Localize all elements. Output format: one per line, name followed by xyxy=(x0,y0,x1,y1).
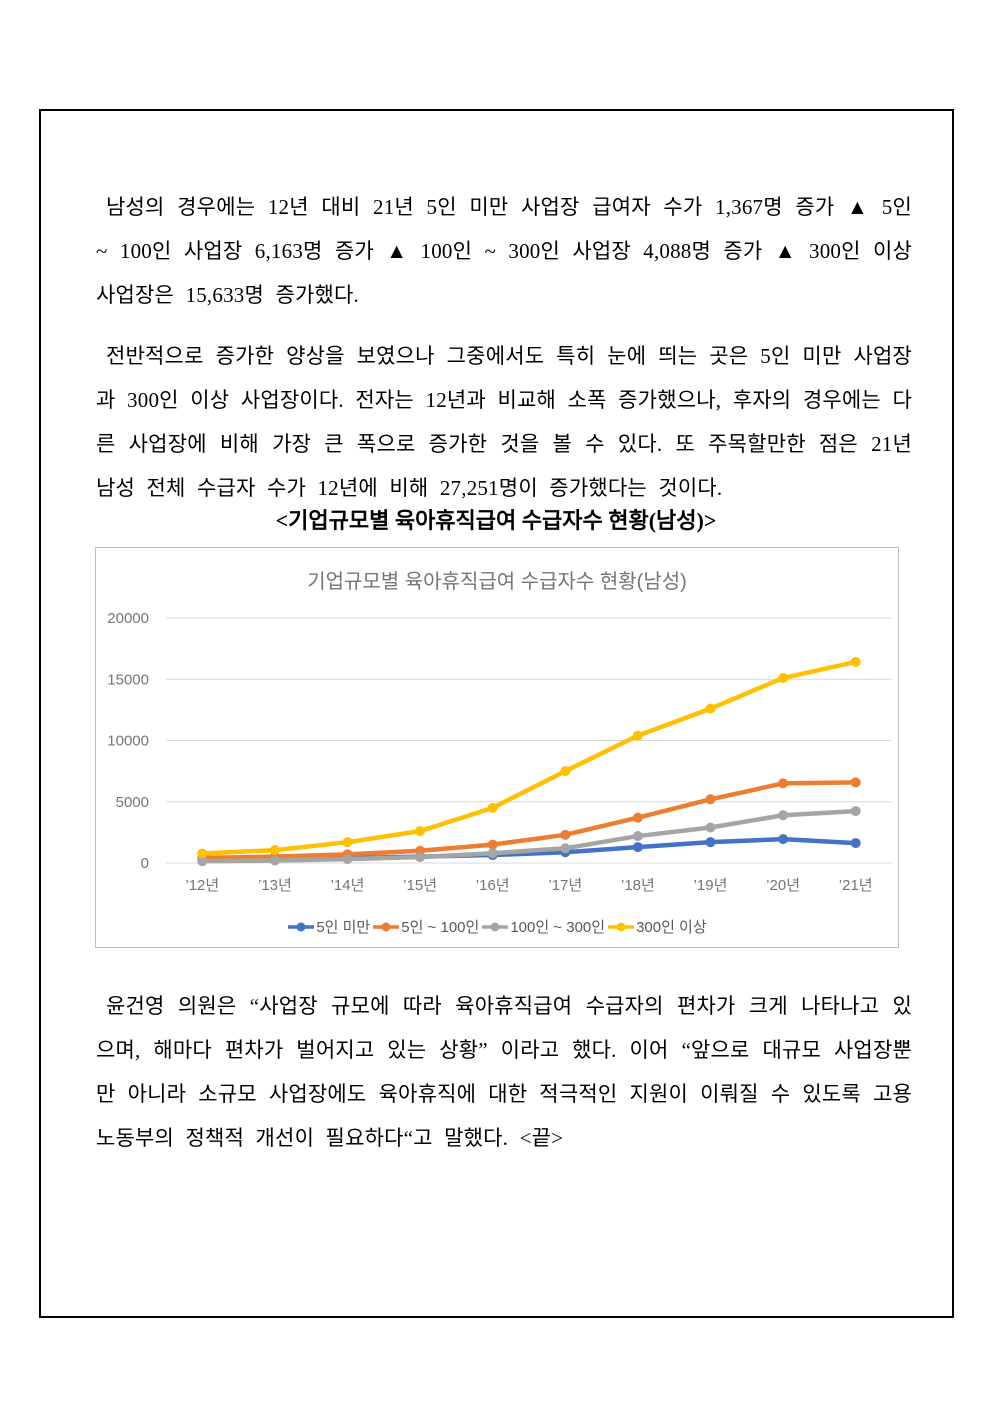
legend-item: 100인 ~ 300인 xyxy=(481,916,605,937)
y-axis-tick-label: 0 xyxy=(141,855,149,872)
data-point-marker xyxy=(632,730,643,741)
data-point-marker xyxy=(778,778,789,789)
paragraph-lawmaker-quote: 윤건영 의원은 “사업장 규모에 따라 육아휴직급여 수급자의 편차가 크게 나… xyxy=(96,994,912,1150)
data-point-marker xyxy=(850,656,861,667)
data-point-marker xyxy=(197,856,208,867)
data-point-marker xyxy=(705,822,716,833)
data-point-marker xyxy=(269,855,280,866)
y-axis-tick-label: 15000 xyxy=(107,671,149,688)
data-point-marker xyxy=(850,806,861,817)
x-axis-tick-label: ’21년 xyxy=(839,877,873,894)
legend-line-marker-icon xyxy=(373,922,400,931)
legend-label: 300인 이상 xyxy=(636,919,707,936)
y-axis-tick-label: 5000 xyxy=(116,794,149,811)
x-axis-tick-label: ’18년 xyxy=(621,877,655,894)
data-point-marker xyxy=(850,777,861,788)
legend-line-marker-icon xyxy=(608,922,635,931)
legend-label: 100인 ~ 300인 xyxy=(510,919,606,936)
data-point-marker xyxy=(850,838,861,849)
x-axis-tick-label: ’14년 xyxy=(331,877,365,894)
chart-container: 기업규모별 육아휴직급여 수급자수 현황(남성) 0 5000 10000 15000… xyxy=(95,547,899,948)
x-axis-tick-label: ’17년 xyxy=(548,877,582,894)
data-point-marker xyxy=(705,703,716,714)
data-point-marker xyxy=(342,837,353,848)
legend-line-marker-icon xyxy=(482,922,509,931)
series-line-2 xyxy=(200,808,858,864)
data-point-marker xyxy=(487,839,498,850)
data-point-marker xyxy=(560,766,571,777)
data-point-marker xyxy=(487,848,498,859)
data-point-marker xyxy=(560,843,571,854)
y-axis-tick-label: 20000 xyxy=(107,610,149,627)
data-point-marker xyxy=(705,794,716,805)
legend-label: 5인 ~ 100인 xyxy=(401,919,480,936)
series-line-3 xyxy=(200,659,858,856)
data-point-marker xyxy=(415,852,426,863)
x-axis-tick-label: ’13년 xyxy=(258,877,292,894)
x-axis-tick-label: ’16년 xyxy=(476,877,510,894)
chart-heading: <기업규모별 육아휴직급여 수급자수 현황(남성)> xyxy=(275,508,717,533)
data-point-marker xyxy=(705,837,716,848)
data-point-marker xyxy=(778,834,789,845)
data-point-marker xyxy=(778,810,789,821)
data-point-marker xyxy=(632,831,643,842)
chart-legend: 5인 미만 5인 ~ 100인 100인 ~ 300인 300인 이상 xyxy=(96,916,898,937)
legend-label: 5인 미만 xyxy=(316,919,371,936)
line-chart: 0 5000 10000 15000 20000 ’12년 ’13년 ’14년 ’15년 ’16년… xyxy=(107,610,892,894)
legend-item: 5인 ~ 100인 xyxy=(372,916,479,937)
legend-item: 300인 이상 xyxy=(607,916,707,937)
legend-line-marker-icon xyxy=(288,922,315,931)
x-axis-tick-label: ’20년 xyxy=(766,877,800,894)
y-axis-tick-label: 10000 xyxy=(107,733,149,750)
x-axis-tick-label: ’19년 xyxy=(694,877,728,894)
chart-title: 기업규모별 육아휴직급여 수급자수 현황(남성) xyxy=(307,571,687,593)
data-point-marker xyxy=(342,854,353,865)
data-point-marker xyxy=(560,829,571,840)
paragraph-trend-analysis: 전반적으로 증가한 양상을 보였으나 그중에서도 특히 눈에 띄는 곳은 5인 … xyxy=(96,344,912,500)
data-point-marker xyxy=(415,826,426,837)
data-point-marker xyxy=(632,812,643,823)
legend-item: 5인 미만 xyxy=(287,916,370,937)
x-axis-tick-label: ’12년 xyxy=(185,877,219,894)
x-axis-tick-label: ’15년 xyxy=(403,877,437,894)
data-point-marker xyxy=(778,673,789,684)
series-line-1 xyxy=(200,780,858,861)
paragraph-increase-by-size: 남성의 경우에는 12년 대비 21년 5인 미만 사업장 급여자 수가 1,3… xyxy=(96,195,912,307)
data-point-marker xyxy=(197,848,208,859)
data-point-marker xyxy=(487,802,498,813)
data-point-marker xyxy=(632,842,643,853)
data-point-marker xyxy=(269,845,280,856)
